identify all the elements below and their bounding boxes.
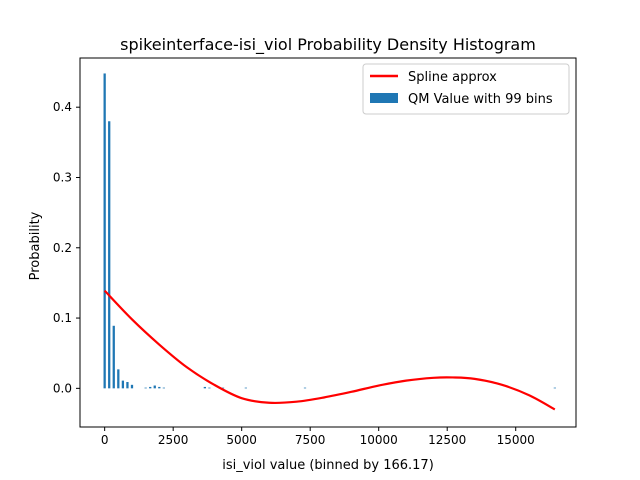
legend-bars-swatch xyxy=(370,93,398,103)
y-tick-label: 0.1 xyxy=(53,311,72,325)
y-tick-label: 0.4 xyxy=(53,100,72,114)
x-tick-label: 7500 xyxy=(295,433,326,447)
histogram-bar xyxy=(144,387,147,389)
y-tick-label: 0.3 xyxy=(53,170,72,184)
spline-approx-line xyxy=(103,289,556,411)
x-tick-label: 15000 xyxy=(497,433,535,447)
histogram-bar xyxy=(162,387,165,389)
plot-frame xyxy=(79,57,577,428)
histogram-bar xyxy=(221,387,225,389)
histogram-bar xyxy=(153,385,156,389)
histogram-bar xyxy=(553,387,556,389)
histogram-bar xyxy=(158,386,161,389)
histogram-bar xyxy=(112,325,115,389)
histogram-bar xyxy=(117,369,120,389)
legend-box xyxy=(362,63,570,115)
x-tick-label: 2500 xyxy=(158,433,189,447)
histogram-bar xyxy=(203,386,206,389)
histogram-bar xyxy=(303,387,307,389)
histogram-bar xyxy=(149,386,152,389)
y-tick-label: 0.0 xyxy=(53,381,72,395)
x-tick-label: 12500 xyxy=(428,433,466,447)
histogram-bar xyxy=(130,384,134,389)
x-tick-label: 0 xyxy=(101,433,109,447)
chart-title: spikeinterface-isi_viol Probability Dens… xyxy=(120,35,536,55)
histogram-bar xyxy=(103,73,106,389)
histogram-bar xyxy=(121,380,125,389)
y-tick-label: 0.2 xyxy=(53,241,72,255)
histogram-bar xyxy=(126,382,129,389)
spline-layer xyxy=(103,289,556,411)
x-tick-label: 5000 xyxy=(226,433,257,447)
legend: Spline approx QM Value with 99 bins xyxy=(362,63,570,115)
axis-ticks: 0 2500 5000 7500 10000 12500 15000 0.0 0.1 0.2 0.3… xyxy=(53,100,535,447)
histogram-bar xyxy=(244,387,247,389)
y-axis-label: Probability xyxy=(28,211,43,280)
histogram-bar xyxy=(108,121,111,389)
x-tick-label: 10000 xyxy=(360,433,398,447)
legend-spline-label: Spline approx xyxy=(408,70,497,85)
histogram-bar xyxy=(208,387,211,389)
legend-bars-label: QM Value with 99 bins xyxy=(408,92,553,107)
x-axis-label: isi_viol value (binned by 166.17) xyxy=(222,458,434,473)
histogram-bars xyxy=(103,73,556,389)
